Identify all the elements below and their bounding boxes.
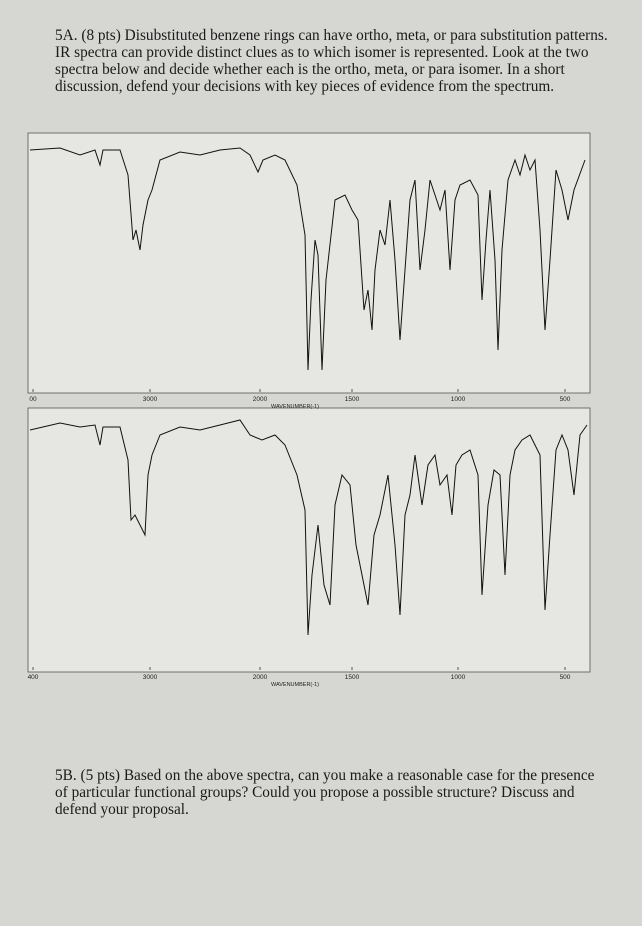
tick-label: 2000 bbox=[253, 396, 268, 403]
tick-label: 500 bbox=[560, 674, 571, 681]
tick-label: 00 bbox=[29, 396, 37, 403]
tick-label: 1500 bbox=[345, 396, 360, 403]
tick-label: 1000 bbox=[451, 674, 466, 681]
spectrum-frame bbox=[27, 407, 591, 673]
axis-label: WAVENUMBER(-1) bbox=[271, 404, 319, 410]
tick-label: 3000 bbox=[143, 674, 158, 681]
tick-label: 2000 bbox=[253, 674, 268, 681]
tick-label: 1500 bbox=[345, 674, 360, 681]
axis-ticks: 00 3000 2000 1500 1000 500 WAVENUMBER(-1) 400 30… bbox=[28, 389, 571, 688]
tick-label: 1000 bbox=[451, 396, 466, 403]
axis-label: WAVENUMBER(-1) bbox=[271, 682, 319, 688]
spectrum-trace bbox=[29, 419, 588, 636]
spectrum-trace bbox=[29, 147, 586, 371]
tick-label: 500 bbox=[560, 396, 571, 403]
tick-label: 3000 bbox=[143, 396, 158, 403]
tick-label: 400 bbox=[28, 674, 39, 681]
question-a: 5A. (8 pts) Disubstituted benzene rings … bbox=[55, 27, 608, 95]
question-b: 5B. (5 pts) Based on the above spectra, … bbox=[55, 767, 595, 818]
